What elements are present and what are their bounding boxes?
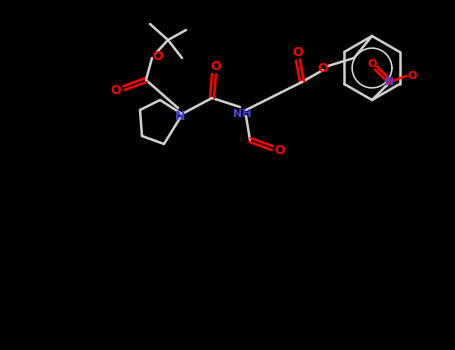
Text: O: O	[293, 46, 303, 58]
Text: O: O	[211, 60, 221, 72]
Text: NH: NH	[233, 109, 251, 119]
Text: O: O	[407, 71, 417, 81]
Text: O: O	[153, 49, 163, 63]
Text: O: O	[275, 144, 285, 156]
Text: O: O	[111, 84, 121, 98]
Text: N: N	[175, 111, 185, 124]
Text: O: O	[318, 63, 329, 76]
Text: O: O	[367, 59, 377, 69]
Text: N: N	[385, 77, 394, 87]
